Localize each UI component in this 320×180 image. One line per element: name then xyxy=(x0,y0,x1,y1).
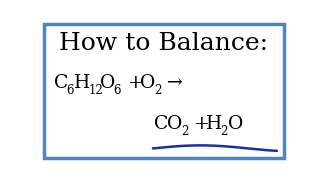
Text: +: + xyxy=(122,74,150,92)
Text: H: H xyxy=(74,74,90,92)
Text: →: → xyxy=(161,74,183,92)
Text: H: H xyxy=(206,115,222,133)
Text: O: O xyxy=(167,115,182,133)
Text: C: C xyxy=(154,115,168,133)
Text: +: + xyxy=(188,115,216,133)
Text: 2: 2 xyxy=(220,125,228,138)
Text: O: O xyxy=(100,74,115,92)
Text: How to Balance:: How to Balance: xyxy=(60,32,268,55)
Text: 2: 2 xyxy=(154,84,161,97)
Text: O: O xyxy=(228,115,243,133)
Text: 2: 2 xyxy=(181,125,188,138)
Text: O: O xyxy=(140,74,155,92)
Text: 6: 6 xyxy=(114,84,121,97)
Text: 6: 6 xyxy=(67,84,74,97)
Text: 12: 12 xyxy=(88,84,103,97)
Text: C: C xyxy=(54,74,68,92)
